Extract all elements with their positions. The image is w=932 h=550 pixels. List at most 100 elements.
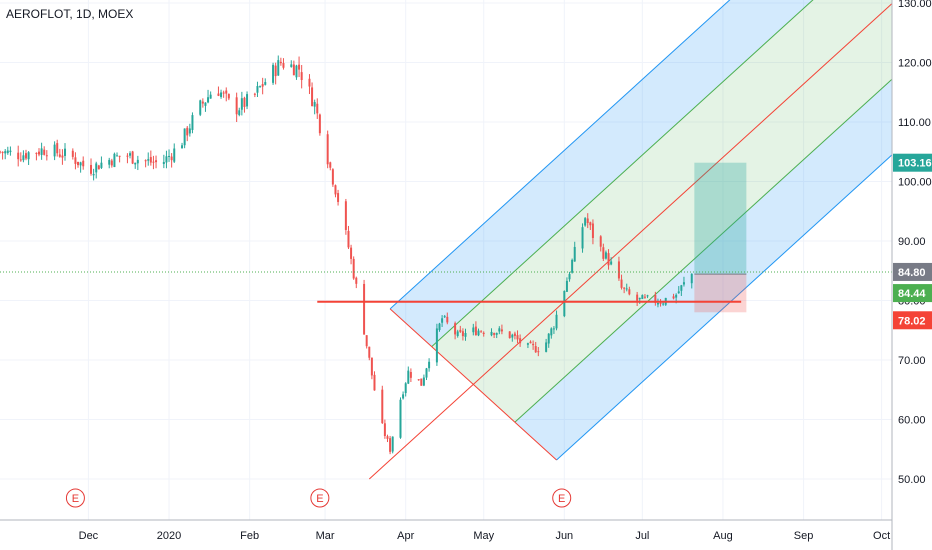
candle-body bbox=[389, 438, 392, 452]
candle-body bbox=[417, 379, 420, 381]
candle-body bbox=[490, 331, 493, 336]
candle-body bbox=[498, 328, 501, 332]
candle-body bbox=[316, 103, 319, 114]
candle-body bbox=[282, 63, 285, 68]
candle-body bbox=[129, 153, 132, 156]
candle-body bbox=[61, 155, 64, 158]
candle-body bbox=[659, 302, 662, 304]
candle-body bbox=[1, 151, 4, 153]
price-badge bbox=[893, 262, 932, 281]
candle-body bbox=[370, 357, 373, 376]
candle-body bbox=[38, 151, 41, 155]
candle-body bbox=[383, 423, 386, 437]
pitchfork-inner-lower-line bbox=[514, 78, 892, 423]
candle-body bbox=[334, 185, 337, 195]
candle-body bbox=[589, 222, 592, 226]
candle-body bbox=[610, 261, 613, 265]
candle-body bbox=[493, 333, 496, 335]
candle-body bbox=[191, 115, 194, 130]
candle-body bbox=[240, 98, 243, 110]
candle-body bbox=[500, 329, 503, 332]
time-axis-bg bbox=[0, 520, 932, 550]
earnings-marker bbox=[552, 488, 572, 508]
candle-body bbox=[90, 164, 93, 174]
candle-body bbox=[680, 285, 683, 291]
candle-body bbox=[97, 165, 100, 170]
candle-body bbox=[227, 94, 230, 99]
candle-body bbox=[17, 152, 20, 160]
candle-body bbox=[672, 296, 675, 299]
candle-body bbox=[526, 343, 529, 345]
x-tick-label: Dec bbox=[79, 530, 99, 542]
candle-body bbox=[134, 162, 137, 165]
candle-body bbox=[131, 151, 134, 164]
candle-body bbox=[477, 330, 480, 336]
x-tick-label: Apr bbox=[397, 530, 414, 542]
candle-body bbox=[183, 128, 186, 146]
pitchfork-inner-zone bbox=[431, 0, 892, 423]
candle-body bbox=[246, 94, 249, 107]
candle-body bbox=[100, 162, 103, 168]
candle-body bbox=[438, 323, 441, 331]
candle-body bbox=[646, 295, 649, 297]
candle-body bbox=[368, 346, 371, 358]
candle-body bbox=[53, 144, 56, 157]
candle-body bbox=[71, 150, 74, 157]
candle-body bbox=[545, 342, 548, 352]
candle-body bbox=[95, 163, 98, 173]
target-zone bbox=[694, 162, 747, 275]
candle-body bbox=[636, 294, 639, 301]
candle-body bbox=[116, 155, 119, 157]
candle-body bbox=[188, 128, 191, 134]
candle-body bbox=[461, 331, 464, 337]
candle-body bbox=[272, 64, 275, 83]
candle-body bbox=[311, 87, 314, 107]
candle-body bbox=[399, 399, 402, 438]
candle-body bbox=[584, 218, 587, 226]
candle-body bbox=[118, 155, 121, 157]
candle-body bbox=[568, 274, 571, 280]
candle-body bbox=[677, 291, 680, 294]
candle-body bbox=[641, 295, 644, 299]
pitchfork-body bbox=[368, 0, 892, 480]
x-tick-label: 2020 bbox=[157, 530, 181, 542]
candle-body bbox=[662, 303, 665, 305]
time-axis[interactable]: Dec 2020 Feb Mar Apr May Jun Jul Aug Sep Oct bbox=[0, 519, 932, 550]
y-tick-label: 130.00 bbox=[898, 0, 932, 10]
long-position-tool[interactable] bbox=[694, 162, 747, 313]
candle-body bbox=[363, 283, 366, 335]
candle-body bbox=[35, 152, 38, 154]
candle-body bbox=[586, 218, 589, 224]
candle-body bbox=[446, 316, 449, 323]
candle-body bbox=[552, 328, 555, 330]
candle-body bbox=[454, 323, 457, 335]
price-badges: 103.16 84.80 84.44 78.02 bbox=[893, 153, 932, 330]
candle-body bbox=[181, 145, 184, 149]
candle-body bbox=[625, 288, 628, 290]
candle-body bbox=[204, 102, 207, 106]
candle-body bbox=[654, 294, 657, 303]
y-tick-label: 70.00 bbox=[898, 355, 926, 367]
candle-body bbox=[126, 155, 129, 157]
candle-body bbox=[352, 258, 355, 279]
candle-body bbox=[0, 151, 1, 153]
candle-body bbox=[443, 316, 446, 318]
candle-body bbox=[147, 159, 150, 161]
chart-title: AEROFLOT, 1D, MOEX bbox=[6, 7, 134, 21]
y-tick-label: 90.00 bbox=[898, 236, 926, 248]
candle-body bbox=[235, 97, 238, 115]
x-tick-label: May bbox=[473, 530, 494, 542]
candle-body bbox=[58, 154, 61, 157]
candle-body bbox=[43, 149, 46, 155]
candle-body bbox=[261, 84, 264, 87]
candle-body bbox=[591, 223, 594, 238]
candle-body bbox=[516, 335, 519, 340]
candle-body bbox=[459, 329, 462, 332]
drawn-lines[interactable] bbox=[0, 271, 892, 303]
candle-body bbox=[186, 127, 189, 136]
earnings-marker-label: E bbox=[72, 493, 79, 505]
pitchfork-lower-line bbox=[556, 154, 892, 461]
pitchfork[interactable] bbox=[368, 0, 892, 480]
